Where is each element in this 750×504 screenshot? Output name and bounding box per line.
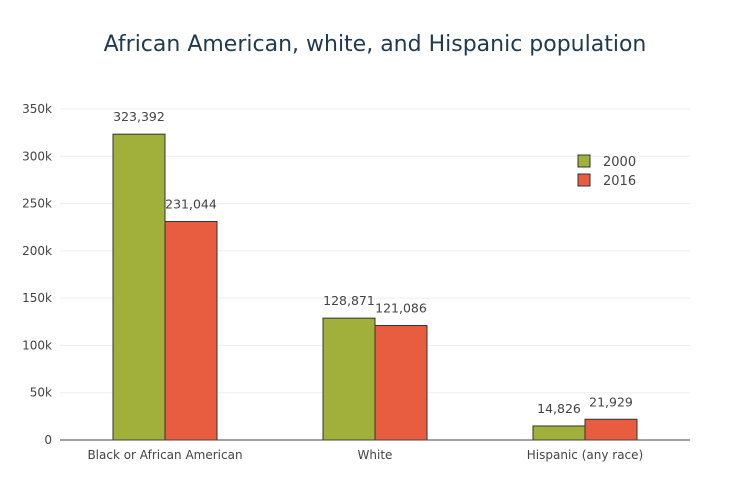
data-label: 128,871	[323, 293, 375, 308]
y-tick-label: 200k	[22, 244, 52, 258]
y-tick-label: 0	[44, 433, 52, 447]
data-label: 14,826	[537, 401, 581, 416]
y-tick-label: 250k	[22, 197, 52, 211]
legend-swatch-2000	[577, 154, 591, 168]
data-label: 323,392	[113, 109, 165, 124]
legend-label-2016: 2016	[603, 174, 636, 189]
data-label: 21,929	[589, 394, 633, 409]
bar-2000	[322, 317, 376, 441]
data-label: 231,044	[165, 196, 217, 211]
bar-2000	[112, 133, 166, 441]
x-tick-label: Hispanic (any race)	[527, 448, 643, 462]
x-tick-label: White	[358, 448, 393, 462]
y-tick-label: 300k	[22, 149, 52, 163]
x-tick-label: Black or African American	[87, 448, 242, 462]
bar-2016	[584, 418, 638, 441]
bar-2016	[374, 324, 428, 441]
y-tick-label: 100k	[22, 338, 52, 352]
bar-2016	[164, 220, 218, 441]
legend-swatch-2016	[577, 173, 591, 187]
bar-2000	[532, 425, 586, 441]
legend-label-2000: 2000	[603, 155, 636, 170]
data-label: 121,086	[375, 300, 427, 315]
y-tick-label: 50k	[30, 386, 52, 400]
chart-title: African American, white, and Hispanic po…	[104, 32, 647, 57]
y-tick-label: 150k	[22, 291, 52, 305]
y-tick-label: 350k	[22, 102, 52, 116]
